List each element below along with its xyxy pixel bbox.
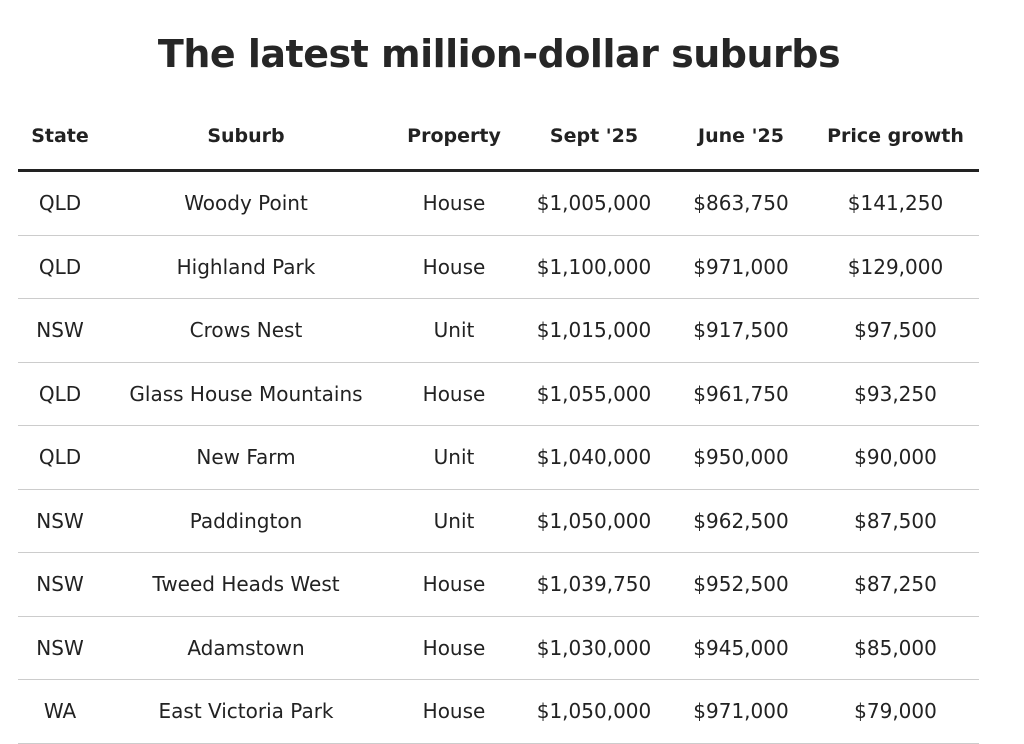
table-cell: House xyxy=(390,616,518,680)
table-cell: House xyxy=(390,235,518,299)
table-cell: $1,040,000 xyxy=(518,425,670,490)
table-cell: Woody Point xyxy=(102,170,390,236)
table-cell: $129,000 xyxy=(812,235,979,299)
table-cell: QLD xyxy=(18,362,102,426)
table-cell: Unit xyxy=(390,489,518,553)
table-cell: $141,250 xyxy=(812,170,979,236)
table-cell: $971,000 xyxy=(670,235,812,299)
suburbs-table: State Suburb Property Sept '25 June '25 Price… xyxy=(18,103,979,744)
table-cell: $962,500 xyxy=(670,489,812,553)
table-cell: QLD xyxy=(18,425,102,490)
table-row: QLD Glass House Mountains House $1,055,000 $… xyxy=(18,362,979,426)
table-cell: QLD xyxy=(18,235,102,299)
table-row: QLD Highland Park House $1,100,000 $971,000 $… xyxy=(18,235,979,299)
table-cell: Tweed Heads West xyxy=(102,552,390,617)
table-row: QLD Woody Point House $1,005,000 $863,750 $14… xyxy=(18,170,979,236)
header-row: State Suburb Property Sept '25 June '25 Price… xyxy=(18,103,979,172)
table-cell: East Victoria Park xyxy=(102,679,390,744)
table-cell: $90,000 xyxy=(812,425,979,490)
table-cell: New Farm xyxy=(102,425,390,490)
table-cell: QLD xyxy=(18,170,102,236)
table-cell: Adamstown xyxy=(102,616,390,680)
table-cell: Glass House Mountains xyxy=(102,362,390,426)
table-cell: Paddington xyxy=(102,489,390,553)
table-cell: $945,000 xyxy=(670,616,812,680)
table-row: NSW Tweed Heads West House $1,039,750 $952,5… xyxy=(18,552,979,617)
table-cell: $917,500 xyxy=(670,298,812,363)
table-cell: $97,500 xyxy=(812,298,979,363)
table-cell: WA xyxy=(18,679,102,744)
column-header: June '25 xyxy=(670,103,812,172)
table-cell: NSW xyxy=(18,298,102,363)
table-cell: NSW xyxy=(18,489,102,553)
table-cell: House xyxy=(390,552,518,617)
column-header: Price growth xyxy=(812,103,979,172)
table-cell: $971,000 xyxy=(670,679,812,744)
table-cell: $1,039,750 xyxy=(518,552,670,617)
column-header: State xyxy=(18,103,102,172)
table-row: WA East Victoria Park House $1,050,000 $971,… xyxy=(18,679,979,744)
table-cell: House xyxy=(390,362,518,426)
table-cell: $1,030,000 xyxy=(518,616,670,680)
table-row: NSW Crows Nest Unit $1,015,000 $917,500 $97,5… xyxy=(18,298,979,363)
table-cell: $87,250 xyxy=(812,552,979,617)
table-cell: $85,000 xyxy=(812,616,979,680)
table-body: QLD Woody Point House $1,005,000 $863,750 $14… xyxy=(18,170,979,744)
table-cell: $1,050,000 xyxy=(518,679,670,744)
column-header: Property xyxy=(390,103,518,172)
table-cell: Unit xyxy=(390,298,518,363)
column-header: Sept '25 xyxy=(518,103,670,172)
title: The latest million-dollar suburbs xyxy=(157,32,841,76)
table-cell: $1,005,000 xyxy=(518,170,670,236)
table-cell: $87,500 xyxy=(812,489,979,553)
table-cell: $950,000 xyxy=(670,425,812,490)
table-cell: NSW xyxy=(18,616,102,680)
table-cell: House xyxy=(390,170,518,236)
table-cell: $863,750 xyxy=(670,170,812,236)
table-cell: Highland Park xyxy=(102,235,390,299)
table-cell: $79,000 xyxy=(812,679,979,744)
table-cell: $961,750 xyxy=(670,362,812,426)
table-row: QLD New Farm Unit $1,040,000 $950,000 $90,000 xyxy=(18,425,979,490)
table-cell: $1,015,000 xyxy=(518,298,670,363)
table-cell: $1,050,000 xyxy=(518,489,670,553)
table-cell: $952,500 xyxy=(670,552,812,617)
column-header: Suburb xyxy=(102,103,390,172)
table-cell: NSW xyxy=(18,552,102,617)
table-cell: $1,055,000 xyxy=(518,362,670,426)
table-cell: Crows Nest xyxy=(102,298,390,363)
table-row: NSW Adamstown House $1,030,000 $945,000 $85,0… xyxy=(18,616,979,680)
table-cell: House xyxy=(390,679,518,744)
table-cell: $1,100,000 xyxy=(518,235,670,299)
table-cell: $93,250 xyxy=(812,362,979,426)
table-row: NSW Paddington Unit $1,050,000 $962,500 $87,5… xyxy=(18,489,979,553)
table-cell: Unit xyxy=(390,425,518,490)
